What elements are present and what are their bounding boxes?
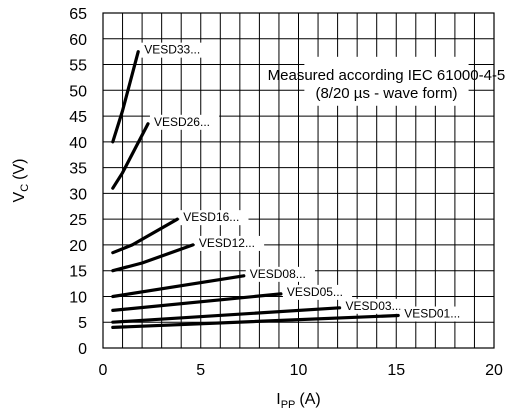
x-tick-label: 15 [387,362,405,379]
x-tick-label: 10 [290,362,308,379]
series-line [111,243,195,273]
series-label-background [140,42,210,58]
series-label: VESD26... [154,115,210,129]
series-line [111,306,342,324]
y-axis-title-main: V [11,191,28,202]
y-tick-label: 30 [69,186,87,203]
series-label-background [149,114,220,130]
y-tick-label: 35 [69,161,87,178]
series-label-background [194,235,265,251]
y-tick-label: 5 [78,315,87,332]
y-axis: 0 5 10 15 20 25 30 35 40 45 50 55 60 65 [69,6,87,358]
series-group: VESD33... VESD26... VESD16... VESD12... VESD… [111,42,470,329]
series-label: VESD16... [183,210,239,224]
series-line [111,313,400,329]
y-tick-label: 65 [69,6,87,23]
series-label: VESD12... [199,236,255,250]
y-tick-label: 15 [69,264,87,281]
x-axis: 0 5 10 15 20 [99,362,503,379]
plot-frame [102,12,495,349]
series-line [111,122,150,190]
x-axis-title: IPP (A) [276,391,320,411]
series-label-background [282,284,353,300]
x-tick-label: 5 [196,362,205,379]
y-tick-label: 45 [69,109,87,126]
series-line [111,217,179,255]
x-axis-title-main: I [276,391,280,408]
annotation-background [304,56,469,106]
series-line [111,274,246,299]
series-label-background [179,210,249,226]
series-label: VESD08... [250,267,306,281]
y-tick-label: 50 [69,83,87,100]
series-label: VESD03... [346,299,402,313]
x-axis-title-subscript: PP [281,399,296,411]
series-label-background [245,266,315,282]
series-label: VESD01... [404,307,460,321]
y-axis-title-unit: (V) [11,159,28,180]
series-label: VESD05... [287,285,343,299]
annotation: Measured according IEC 61000-4-5 (8/20 µ… [268,56,506,106]
y-tick-label: 0 [78,341,87,358]
annotation-line-2: (8/20 µs - wave form) [315,85,457,102]
series-line [111,50,140,144]
y-tick-label: 55 [69,58,87,75]
series-label-background [400,306,470,322]
x-tick-label: 0 [99,362,108,379]
series-label: VESD33... [144,43,200,57]
y-tick-label: 25 [69,212,87,229]
y-tick-label: 40 [69,135,87,152]
x-tick-label: 20 [485,362,503,379]
x-axis-title-unit: (A) [299,391,320,408]
annotation-line-1: Measured according IEC 61000-4-5 [268,67,506,84]
series-label-background [341,298,411,314]
y-tick-label: 10 [69,289,87,306]
series-line [111,292,283,312]
y-tick-label: 20 [69,238,87,255]
y-tick-label: 60 [69,32,87,49]
y-axis-title-subscript: C [19,184,31,192]
y-axis-title: VC (V) [11,159,31,203]
